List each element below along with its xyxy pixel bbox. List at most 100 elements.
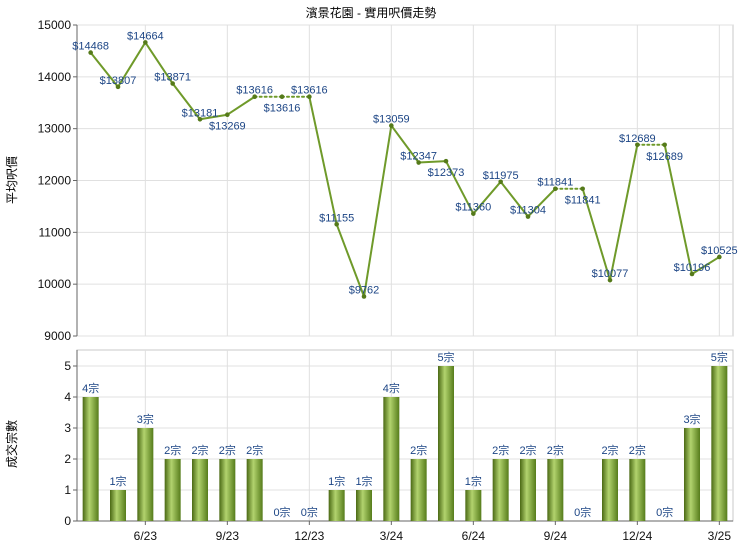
count-bar: [684, 428, 700, 521]
price-data-label: $11975: [483, 170, 519, 182]
price-data-label: $14664: [127, 30, 164, 42]
count-data-label: 3宗: [683, 412, 700, 426]
count-y-tick-label: 3: [64, 421, 71, 435]
price-point: [143, 40, 148, 45]
price-data-label: $13269: [209, 121, 246, 133]
price-line-segment: [472, 180, 502, 215]
chart-title: 濱景花園 - 實用呎價走勢: [306, 5, 437, 20]
price-point: [252, 94, 257, 100]
price-line-segment: [226, 95, 256, 116]
price-data-label: $12689: [646, 151, 683, 163]
price-point: [170, 81, 175, 86]
x-tick-label: 3/24: [380, 529, 404, 543]
price-data-label: $13059: [373, 114, 410, 126]
price-data-label: $11360: [455, 202, 491, 214]
price-point: [115, 84, 121, 90]
price-line-segment: [527, 187, 557, 218]
price-point: [553, 186, 558, 192]
price-point: [689, 271, 695, 277]
price-point: [416, 160, 421, 165]
price-data-label: $13616: [291, 85, 328, 97]
price-data-label: $12689: [619, 133, 656, 145]
count-data-label: 1宗: [328, 474, 345, 488]
price-data-label: $11304: [510, 205, 546, 217]
count-y-tick-label: 1: [64, 483, 71, 497]
price-point: [607, 277, 613, 283]
price-axis-title: 平均呎價: [5, 156, 19, 204]
count-data-label: 0宗: [574, 505, 591, 519]
count-data-label: 2宗: [164, 443, 181, 457]
count-data-label: 4宗: [82, 381, 99, 395]
count-bar: [602, 459, 618, 521]
count-data-label: 2宗: [191, 443, 208, 457]
price-point: [197, 116, 203, 122]
x-tick-label: 12/23: [294, 529, 324, 543]
x-tick-label: 6/24: [462, 529, 486, 543]
count-data-label: 2宗: [246, 443, 263, 457]
count-data-label: 5宗: [711, 350, 728, 364]
price-point: [307, 94, 312, 100]
price-point: [443, 158, 449, 164]
price-point: [525, 214, 531, 219]
price-data-label: $11155: [319, 212, 354, 224]
count-data-label: 0宗: [301, 505, 318, 519]
count-data-label: 4宗: [383, 381, 400, 395]
price-line-segment: [663, 143, 693, 276]
count-data-label: 1宗: [109, 474, 126, 488]
price-point: [389, 123, 394, 128]
x-tick-label: 12/24: [622, 529, 652, 543]
price-line-segment: [117, 41, 147, 88]
price-point: [662, 142, 667, 148]
price-line-segment: [499, 180, 529, 218]
count-data-label: 2宗: [219, 443, 236, 457]
price-line-segment: [363, 124, 393, 298]
count-bar: [356, 490, 372, 521]
count-bar: [547, 459, 564, 521]
count-plot-area: [76, 349, 734, 522]
count-y-tick-label: 2: [64, 452, 71, 466]
price-data-label: $11841: [565, 195, 601, 207]
price-point: [334, 221, 339, 227]
price-data-label: $13807: [100, 75, 137, 87]
count-data-label: 2宗: [601, 443, 618, 457]
price-line-segment: [199, 113, 229, 121]
count-data-label: 5宗: [437, 350, 454, 364]
count-bar: [383, 397, 400, 521]
count-data-label: 2宗: [410, 443, 427, 457]
count-bar: [328, 490, 345, 521]
price-point: [225, 112, 230, 118]
count-bar: [410, 459, 427, 521]
count-bar: [492, 459, 509, 521]
price-line-segment: [581, 187, 611, 282]
count-bar: [164, 459, 181, 521]
price-data-label: $12373: [428, 167, 465, 179]
price-data-label: $13871: [154, 72, 191, 84]
count-data-label: 2宗: [629, 443, 646, 457]
count-bar: [110, 490, 126, 521]
price-data-label: $10525: [701, 245, 738, 257]
price-y-tick-label: 9000: [44, 329, 71, 343]
price-line-segment: [171, 82, 201, 121]
x-tick-label: 3/25: [708, 529, 732, 543]
count-data-label: 2宗: [519, 443, 536, 457]
price-point: [88, 50, 93, 55]
count-bar: [520, 459, 536, 521]
count-y-tick-label: 0: [64, 514, 71, 528]
count-y-tick-label: 4: [64, 390, 71, 404]
count-data-label: 2宗: [492, 443, 509, 457]
count-data-label: 3宗: [137, 412, 154, 426]
price-point: [279, 94, 285, 100]
x-tick-label: 9/24: [544, 529, 568, 543]
price-line-segment: [390, 124, 420, 164]
price-line-segment: [445, 160, 475, 215]
price-data-label: $11841: [537, 177, 573, 189]
count-bar: [438, 366, 454, 521]
price-y-tick-label: 14000: [38, 70, 72, 84]
price-data-label: $14468: [72, 41, 109, 53]
price-point: [635, 142, 640, 148]
count-bar: [246, 459, 263, 521]
price-line-segment: [691, 255, 721, 276]
price-line-segment: [144, 41, 174, 85]
count-data-label: 1宗: [355, 474, 372, 488]
